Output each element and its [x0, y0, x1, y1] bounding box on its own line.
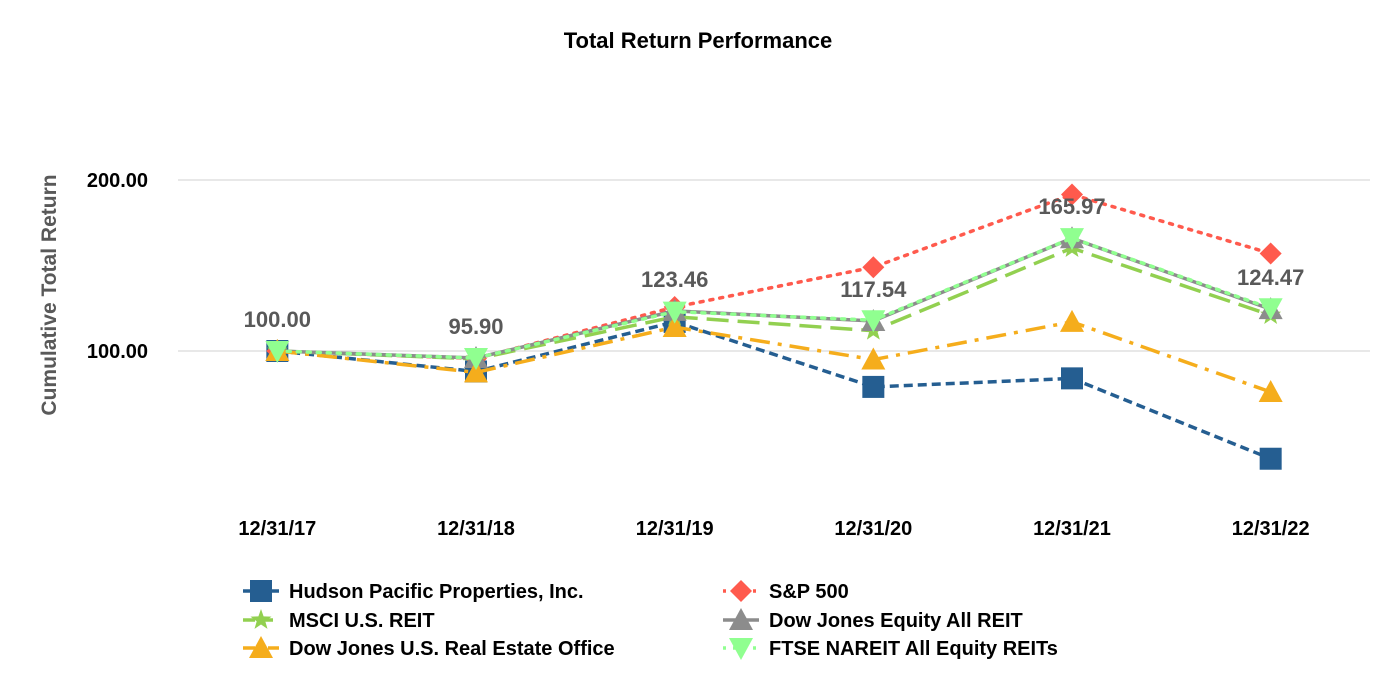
x-axis-ticks: 12/31/17 12/31/18 12/31/19 12/31/20 12/31/21… — [238, 518, 1309, 540]
y-tick-label: 100.00 — [87, 341, 148, 363]
gridlines — [178, 179, 1370, 352]
data-labels: 100.00 95.90 123.46 117.54 165.97 124.47 — [244, 194, 1305, 339]
chart-title: Total Return Performance — [564, 28, 833, 53]
series-line — [275, 192, 1273, 361]
legend-item-ftse-nareit-all-equity-reits: FTSE NAREIT All Equity REITs — [723, 638, 1058, 660]
data-label: 124.47 — [1237, 265, 1304, 290]
data-label: 165.97 — [1038, 194, 1105, 219]
data-point — [1060, 228, 1084, 251]
legend-item-hudson-pacific-properties-inc: Hudson Pacific Properties, Inc. — [243, 580, 584, 603]
data-point — [1258, 298, 1283, 321]
legend-item-msci-u-s-reit: MSCI U.S. REIT — [243, 609, 435, 632]
legend-item-dow-jones-u-s-real-estate-office: Dow Jones U.S. Real Estate Office — [243, 636, 615, 660]
data-point — [464, 348, 488, 371]
x-tick-label: 12/31/20 — [834, 518, 912, 540]
legend-marker — [249, 636, 273, 658]
data-label: 100.00 — [244, 307, 311, 332]
series-lines — [265, 183, 1283, 470]
legend-label: Dow Jones U.S. Real Estate Office — [289, 638, 615, 660]
legend-label: FTSE NAREIT All Equity REITs — [769, 638, 1058, 660]
y-tick-label: 200.00 — [87, 170, 148, 192]
series-line — [275, 236, 1273, 360]
data-point — [862, 256, 885, 279]
x-tick-label: 12/31/21 — [1033, 518, 1111, 540]
legend-marker — [250, 609, 272, 629]
legend-label: MSCI U.S. REIT — [289, 610, 435, 632]
data-point — [1259, 242, 1282, 265]
data-point — [662, 315, 687, 338]
y-axis-ticks: 100.00 200.00 — [87, 170, 148, 363]
data-point — [1061, 367, 1083, 390]
x-tick-label: 12/31/19 — [636, 518, 714, 540]
legend-item-s-p-500: S&P 500 — [723, 580, 849, 603]
legend-label: S&P 500 — [769, 581, 849, 603]
series-ftse-nareit-all-equity-reits — [265, 228, 1283, 371]
data-point — [861, 310, 886, 333]
series-line — [277, 320, 1272, 461]
legend-marker — [250, 580, 272, 602]
y-axis-label: Cumulative Total Return — [38, 174, 61, 415]
data-label: 95.90 — [448, 314, 503, 339]
x-tick-label: 12/31/17 — [238, 518, 316, 540]
x-tick-label: 12/31/22 — [1232, 518, 1310, 540]
series-line — [277, 246, 1272, 361]
data-point — [1258, 380, 1283, 403]
legend-label: Hudson Pacific Properties, Inc. — [289, 581, 584, 603]
data-point — [861, 347, 886, 370]
series-line — [277, 320, 1272, 394]
legend-label: Dow Jones Equity All REIT — [769, 610, 1023, 632]
data-point — [1061, 183, 1083, 206]
data-point — [862, 375, 885, 398]
data-point — [1060, 309, 1084, 332]
data-point — [265, 341, 290, 363]
x-tick-label: 12/31/18 — [437, 518, 515, 540]
series-hudson-pacific-properties-inc — [266, 310, 1282, 470]
legend: Hudson Pacific Properties, Inc. S&P 500 MS… — [243, 580, 1058, 660]
legend-item-dow-jones-equity-all-reit: Dow Jones Equity All REIT — [723, 608, 1023, 632]
data-label: 123.46 — [641, 267, 708, 292]
legend-marker — [729, 638, 753, 660]
legend-marker — [729, 608, 753, 630]
data-point — [662, 301, 687, 324]
series-s-p-500 — [266, 183, 1282, 370]
data-label: 117.54 — [840, 277, 907, 302]
legend-marker — [730, 580, 752, 602]
data-point — [1259, 447, 1282, 470]
series-dow-jones-equity-all-reit — [265, 226, 1283, 369]
data-point — [464, 360, 488, 383]
